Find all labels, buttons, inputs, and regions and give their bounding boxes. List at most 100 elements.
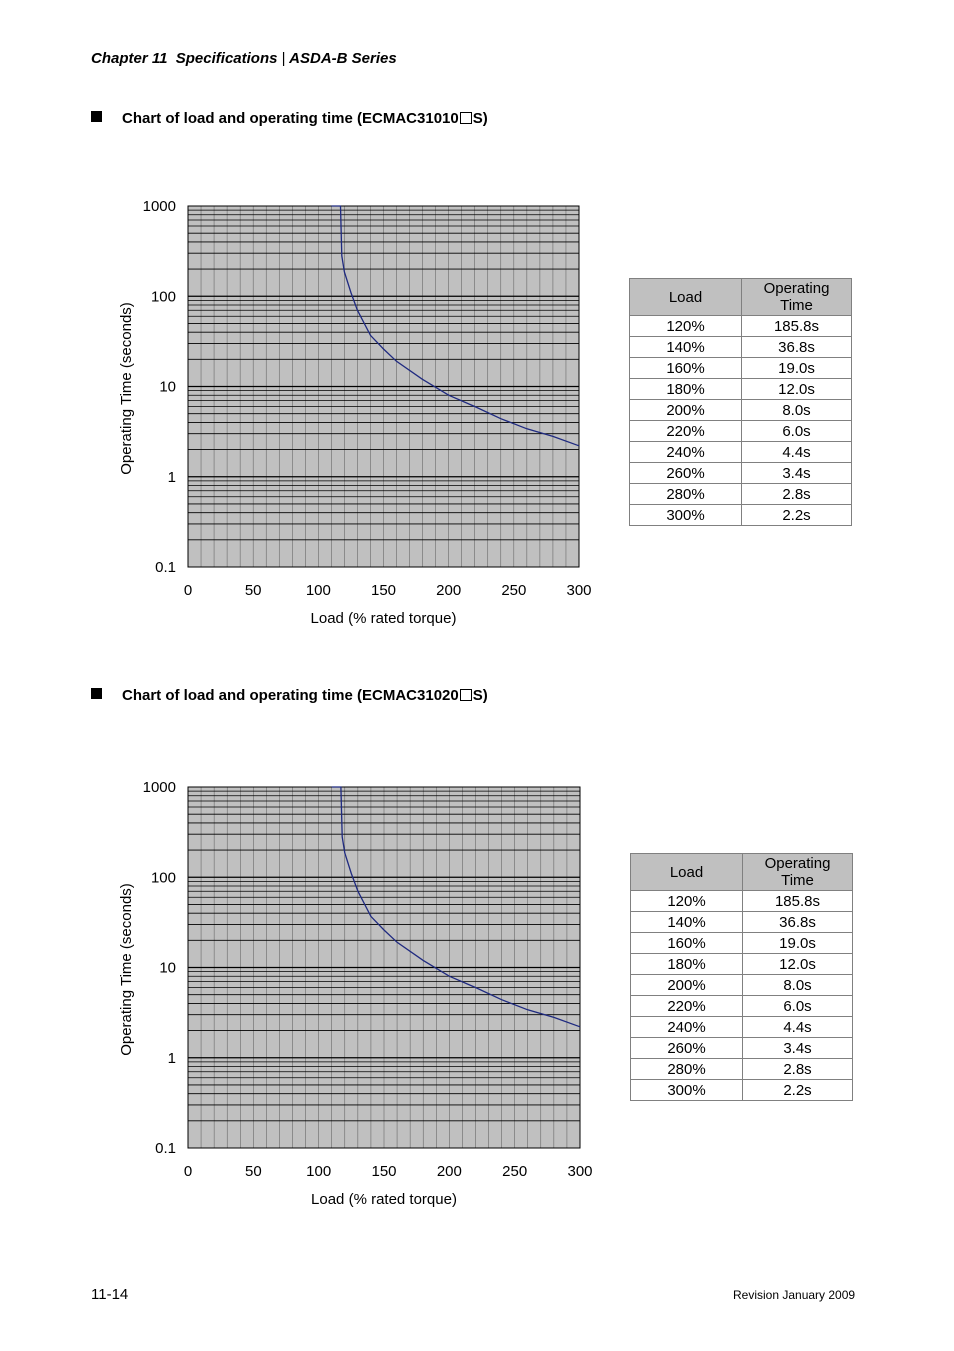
operating-time-cell: 36.8s xyxy=(742,911,853,933)
operating-time-cell: 19.0s xyxy=(741,357,852,379)
y-tick-label: 1 xyxy=(168,469,176,486)
load-cell: 120% xyxy=(630,890,743,912)
series-name: ASDA-B Series xyxy=(289,50,397,67)
table-row: 140% 36.8s xyxy=(629,336,852,358)
load-cell: 160% xyxy=(630,932,743,954)
operating-time-cell: 2.2s xyxy=(741,504,852,526)
load-cell: 300% xyxy=(629,504,742,526)
section-title-1: Chart of load and operating time (ECMAC3… xyxy=(91,110,488,127)
section-title-2: Chart of load and operating time (ECMAC3… xyxy=(91,687,488,704)
load-cell: 240% xyxy=(629,441,742,463)
load-cell: 220% xyxy=(629,420,742,442)
table-row: 220% 6.0s xyxy=(629,420,852,442)
load-cell: 240% xyxy=(630,1016,743,1038)
y-tick-label: 10 xyxy=(159,379,176,396)
load-time-table-1: Load Operating Time 120% 185.8s 140% 36.8s 1… xyxy=(629,278,852,526)
x-tick-label: 50 xyxy=(245,1163,262,1180)
operating-time-cell: 19.0s xyxy=(742,932,853,954)
header-operating-time: Operating Time xyxy=(742,853,853,891)
y-tick-label: 1 xyxy=(168,1050,176,1067)
operating-time-curve xyxy=(331,786,581,1028)
operating-time-cell: 6.0s xyxy=(742,995,853,1017)
table-row: 260% 3.4s xyxy=(630,1037,853,1059)
operating-time-cell: 2.2s xyxy=(742,1079,853,1101)
table-row: 180% 12.0s xyxy=(629,378,852,400)
operating-time-cell: 12.0s xyxy=(742,953,853,975)
operating-time-cell: 4.4s xyxy=(741,441,852,463)
section-title-2-prefix: Chart of load and operating time (ECMAC3… xyxy=(122,687,459,704)
table-row: 200% 8.0s xyxy=(630,974,853,996)
y-tick-label: 0.1 xyxy=(155,559,176,576)
plot-border xyxy=(187,786,581,1149)
load-cell: 160% xyxy=(629,357,742,379)
revision-note: Revision January 2009 xyxy=(733,1288,856,1302)
operating-time-cell: 185.8s xyxy=(742,890,853,912)
section-title-1-prefix: Chart of load and operating time (ECMAC3… xyxy=(122,110,459,127)
table-row: 120% 185.8s xyxy=(629,315,852,337)
table-row: 220% 6.0s xyxy=(630,995,853,1017)
plot-border xyxy=(187,205,580,568)
load-cell: 140% xyxy=(629,336,742,358)
x-tick-label: 200 xyxy=(436,582,461,599)
table-row: 280% 2.8s xyxy=(630,1058,853,1080)
operating-time-cell: 4.4s xyxy=(742,1016,853,1038)
x-tick-label: 250 xyxy=(501,582,526,599)
y-tick-label: 10 xyxy=(159,960,176,977)
y-tick-label: 100 xyxy=(151,869,176,886)
header-load: Load xyxy=(629,278,742,316)
chapter-title: Specifications xyxy=(175,50,278,67)
page-number: 11-14 xyxy=(91,1286,129,1303)
chapter-number: Chapter 11 xyxy=(91,50,168,67)
x-tick-label: 300 xyxy=(567,1163,592,1180)
table-row: 240% 4.4s xyxy=(630,1016,853,1038)
operating-time-cell: 2.8s xyxy=(742,1058,853,1080)
square-bullet-icon xyxy=(91,688,102,699)
x-axis-label: Load (% rated torque) xyxy=(311,1191,457,1208)
section-title-1-suffix: S) xyxy=(472,110,488,127)
load-cell: 280% xyxy=(630,1058,743,1080)
table-row: 140% 36.8s xyxy=(630,911,853,933)
y-tick-label: 1000 xyxy=(143,198,176,215)
load-cell: 220% xyxy=(630,995,743,1017)
table-row: 200% 8.0s xyxy=(629,399,852,421)
y-axis-label: Operating Time (seconds) xyxy=(118,302,135,475)
table-row: 300% 2.2s xyxy=(630,1079,853,1101)
square-bullet-icon xyxy=(91,111,102,122)
x-tick-label: 50 xyxy=(245,582,262,599)
y-tick-label: 100 xyxy=(151,288,176,305)
x-tick-label: 100 xyxy=(306,582,331,599)
load-cell: 180% xyxy=(630,953,743,975)
operating-time-curve xyxy=(331,205,580,447)
y-axis-label: Operating Time (seconds) xyxy=(118,883,135,1056)
x-tick-label: 0 xyxy=(184,1163,192,1180)
table-row: 240% 4.4s xyxy=(629,441,852,463)
x-axis-label: Load (% rated torque) xyxy=(311,610,457,627)
operating-time-cell: 8.0s xyxy=(742,974,853,996)
table-row: 160% 19.0s xyxy=(629,357,852,379)
y-tick-label: 1000 xyxy=(143,779,176,796)
table-row: 120% 185.8s xyxy=(630,890,853,912)
load-cell: 120% xyxy=(629,315,742,337)
x-tick-label: 100 xyxy=(306,1163,331,1180)
load-cell: 200% xyxy=(630,974,743,996)
section-title-2-suffix: S) xyxy=(472,687,488,704)
operating-time-cell: 2.8s xyxy=(741,483,852,505)
operating-time-cell: 8.0s xyxy=(741,399,852,421)
header-load: Load xyxy=(630,853,743,891)
x-tick-label: 150 xyxy=(371,1163,396,1180)
table-row: 300% 2.2s xyxy=(629,504,852,526)
load-cell: 260% xyxy=(630,1037,743,1059)
table-row: 180% 12.0s xyxy=(630,953,853,975)
x-tick-label: 250 xyxy=(502,1163,527,1180)
chapter-header: Chapter 11 Specifications | ASDA-B Serie… xyxy=(91,50,397,67)
box-placeholder-icon xyxy=(459,112,472,124)
x-tick-label: 200 xyxy=(437,1163,462,1180)
box-placeholder-icon xyxy=(459,689,472,701)
header-operating-time: Operating Time xyxy=(741,278,852,316)
table-row: 280% 2.8s xyxy=(629,483,852,505)
x-tick-label: 300 xyxy=(566,582,591,599)
x-tick-label: 0 xyxy=(184,582,192,599)
load-time-table-2: Load Operating Time 120% 185.8s 140% 36.8s 1… xyxy=(630,853,853,1101)
